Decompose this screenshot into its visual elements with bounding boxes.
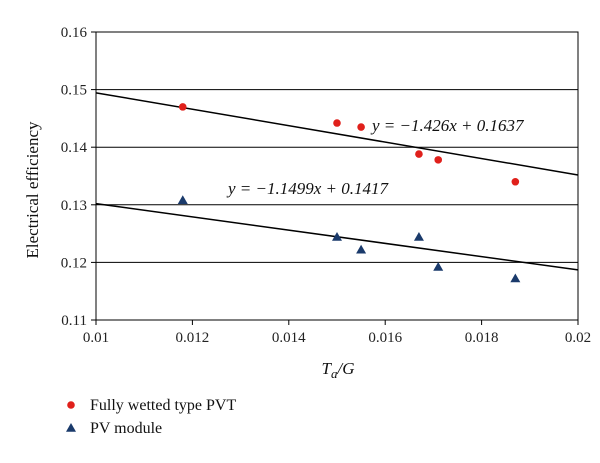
data-point-pvt	[333, 119, 341, 127]
y-tick-label: 0.16	[61, 25, 88, 41]
x-tick-label: 0.014	[272, 330, 306, 346]
legend: Fully wetted type PVT PV module	[66, 397, 236, 437]
data-point-pv-module	[510, 273, 521, 283]
fit-equation-pvt: y = −1.426x + 0.1637	[370, 116, 525, 135]
x-tick-label: 0.016	[368, 330, 402, 346]
x-tick-label: 0.018	[465, 330, 499, 346]
data-point-pvt	[434, 156, 443, 164]
legend-label: PV module	[90, 420, 162, 437]
data-point-pvt	[415, 150, 423, 158]
y-tick-label: 0.15	[61, 83, 87, 99]
tick-labels: 0.01 0.012 0.014 0.016 0.018 0.02 0.11 0.12 0.13…	[61, 25, 591, 346]
y-tick-label: 0.11	[61, 313, 87, 329]
grid-lines	[96, 89, 578, 263]
y-tick-label: 0.14	[61, 140, 88, 156]
data-point-pv-module	[356, 244, 367, 254]
legend-marker-pv-module	[66, 423, 76, 432]
y-axis-label: Electrical efficiency	[23, 121, 42, 259]
data-point-pv-module	[413, 232, 424, 241]
x-tick-label: 0.01	[83, 330, 109, 346]
plot-area	[95, 31, 579, 321]
data-point-pv-module	[433, 262, 444, 271]
legend-label: Fully wetted type PVT	[90, 397, 236, 414]
fit-line-pvt	[95, 92, 579, 176]
fit-equation-pv-module: y = −1.1499x + 0.1417	[226, 179, 390, 198]
data-point-pvt	[357, 123, 365, 131]
legend-marker-pvt	[67, 401, 75, 409]
data-point-pv-module	[332, 232, 342, 241]
data-point-pvt	[178, 103, 187, 111]
x-tick-label: 0.02	[565, 330, 591, 346]
y-tick-label: 0.12	[61, 255, 87, 271]
data-point-pvt	[511, 177, 520, 186]
x-axis-label: Ta/G	[322, 359, 355, 381]
y-tick-label: 0.13	[61, 198, 87, 214]
data-point-pv-module	[177, 195, 188, 204]
x-tick-label: 0.012	[176, 330, 210, 346]
data-points	[177, 103, 521, 283]
axis-ticks	[91, 31, 579, 325]
